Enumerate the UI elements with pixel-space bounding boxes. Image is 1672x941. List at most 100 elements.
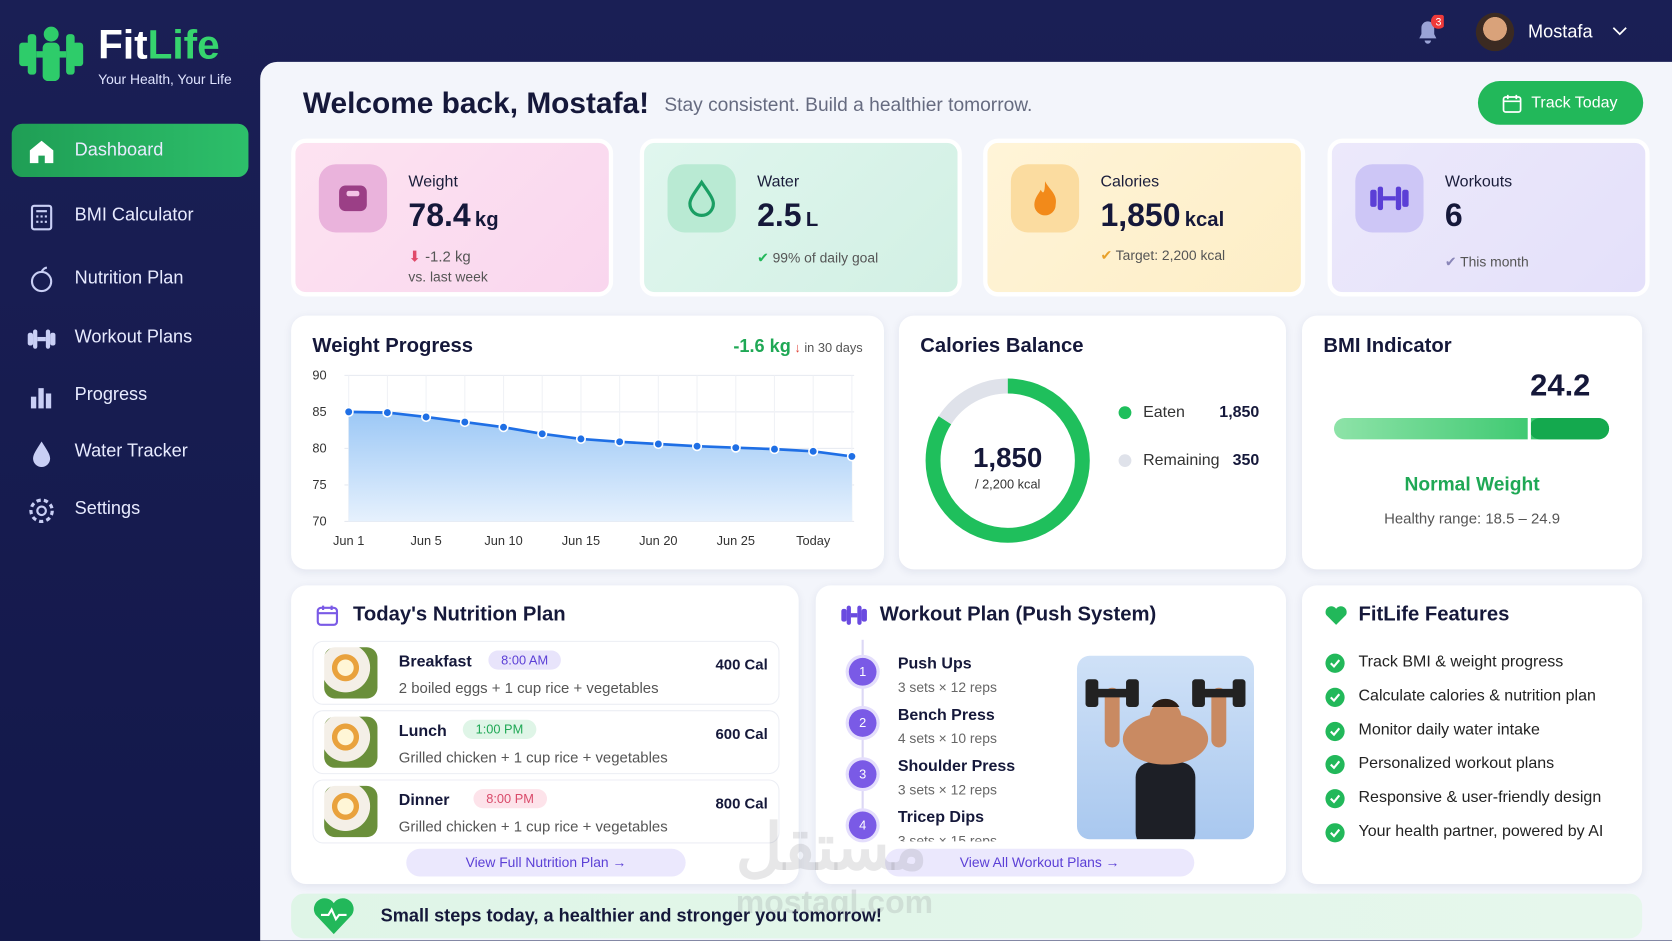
v: 78.4 <box>408 198 471 234</box>
meal-row: Lunch 1:00 PM Grilled chicken + 1 cup rice… <box>312 710 780 775</box>
step: 4 <box>848 811 877 840</box>
step: 1 <box>848 657 877 686</box>
check <box>1325 721 1345 741</box>
heart-icon <box>1325 606 1347 625</box>
bmi-right <box>1529 418 1610 440</box>
bmi-status: Normal Weight <box>1404 473 1540 495</box>
chevron[interactable] <box>1612 26 1627 37</box>
point <box>537 428 548 439</box>
avatar[interactable] <box>1475 12 1515 52</box>
feature: Track BMI & weight progress <box>1358 652 1564 671</box>
y-tick-label: 90 <box>312 368 326 383</box>
meal-name: Dinner <box>398 791 450 810</box>
u: L <box>805 209 819 232</box>
nav-label[interactable]: Dashboard <box>74 139 164 160</box>
track-label[interactable]: Track Today <box>1531 93 1618 112</box>
nav-label[interactable]: BMI Calculator <box>74 204 194 225</box>
nav-label[interactable]: Nutrition Plan <box>74 267 184 288</box>
point <box>459 417 470 428</box>
track-button[interactable]: Track Today <box>1477 81 1644 125</box>
point <box>614 436 625 447</box>
meal-time: 1:00 PM <box>462 719 537 739</box>
meal-name: Breakfast <box>398 652 472 671</box>
stat-label: Weight <box>408 172 458 191</box>
meal-name: Lunch <box>398 721 447 741</box>
n: -1.2 kg <box>425 247 471 265</box>
x-tick-label: Jun 25 <box>717 533 755 548</box>
legend-name: Eaten <box>1143 403 1185 422</box>
point <box>653 438 664 450</box>
stat-value: 6 <box>1444 198 1463 234</box>
meal-cal: 600 Cal <box>715 725 768 743</box>
nav-item[interactable]: Nutrition Plan <box>12 252 249 305</box>
welcome: Welcome back, Mostafa! <box>302 86 650 120</box>
n: Target: 2,200 kcal <box>1115 247 1226 264</box>
brand-b: Life <box>147 23 220 69</box>
user-name[interactable]: Mostafa <box>1528 21 1593 42</box>
food-image <box>324 785 378 838</box>
tagline: Your Health, Your Life <box>98 71 232 88</box>
nav-item[interactable]: Settings <box>12 482 249 535</box>
point <box>769 444 780 455</box>
nav-label[interactable]: Water Tracker <box>74 440 188 461</box>
legend-dot <box>1118 406 1132 420</box>
exercise-name: Shoulder Press <box>897 757 1016 776</box>
feature: Monitor daily water intake <box>1358 720 1540 739</box>
feature: Responsive & user-friendly design <box>1358 788 1602 807</box>
u: kg <box>474 209 499 232</box>
n2: vs. last week <box>408 268 488 285</box>
period: in 30 days <box>804 340 863 356</box>
stat-workouts: Workouts 6 ✔ This month <box>1327 138 1650 297</box>
point <box>421 411 432 423</box>
y-tick-label: 85 <box>312 404 326 419</box>
feature: Your health partner, powered by AI <box>1358 822 1604 841</box>
nav-item[interactable]: Water Tracker <box>12 424 249 477</box>
nav-label[interactable]: Workout Plans <box>74 326 193 347</box>
card-title: Workout Plan (Push System) <box>879 603 1157 626</box>
x-tick-label: Today <box>796 533 831 548</box>
watermark-latin: mostaql.com <box>735 885 934 921</box>
bmi-marker <box>1527 411 1531 444</box>
nav-item[interactable]: Progress <box>12 368 249 421</box>
meal-cal: 800 Cal <box>715 794 768 812</box>
stat-value: 2.5 L <box>757 198 818 234</box>
nav-label[interactable]: Progress <box>74 383 148 405</box>
exercise-detail: 3 sets × 12 reps <box>897 781 997 798</box>
x-tick-label: Jun 15 <box>562 533 600 548</box>
stat-weight: Weight 78.4 kg ⬇ -1.2 kg vs. last week <box>291 138 614 297</box>
dumbbell-icon <box>841 605 867 625</box>
nutrition-button[interactable]: View Full Nutrition Plan → <box>406 848 686 877</box>
nav-item[interactable]: BMI Calculator <box>12 189 249 242</box>
footer-text: Small steps today, a healthier and stron… <box>380 905 882 926</box>
bell[interactable]: 3 <box>1412 14 1444 47</box>
x-tick-label: Jun 5 <box>410 533 441 548</box>
footer-heart <box>313 898 354 935</box>
y-tick-label: 70 <box>312 514 326 529</box>
n: 99% of daily goal <box>772 249 879 266</box>
meal-time: 8:00 PM <box>473 789 547 809</box>
meal-time: 8:00 AM <box>488 650 561 670</box>
bmi-range: Healthy range: 18.5 – 24.9 <box>1384 509 1561 527</box>
nav-item[interactable]: Workout Plans <box>12 310 249 363</box>
nav-label[interactable]: Settings <box>74 497 141 519</box>
point <box>730 442 741 453</box>
point <box>343 406 354 417</box>
meal-row: Dinner 8:00 PM Grilled chicken + 1 cup ric… <box>312 779 780 844</box>
nav-item[interactable]: Dashboard <box>11 123 249 178</box>
meal-desc: Grilled chicken + 1 cup rice + vegetable… <box>398 817 668 835</box>
workout-image <box>1076 655 1255 840</box>
weight-chart: 70 75 80 85 90 Jun 1 Jun 5 Jun 10 Jun 15 Jun 20 Ju… <box>312 368 857 548</box>
point <box>575 433 587 444</box>
stat-calories: Calories 1,850 kcal ✔ Target: 2,200 kcal <box>983 138 1306 297</box>
line <box>348 410 853 458</box>
meal-row: Breakfast 8:00 AM 2 boiled eggs + 1 cup ri… <box>312 640 780 705</box>
center-sub: / 2,200 kcal <box>974 476 1041 492</box>
feature: Personalized workout plans <box>1358 754 1555 773</box>
brand: FitLife <box>98 23 220 69</box>
timeline <box>861 639 864 838</box>
cal-icon <box>316 605 339 626</box>
check <box>1325 653 1345 673</box>
workout-button[interactable]: View All Workout Plans → <box>885 848 1195 877</box>
card-title: Weight Progress <box>312 334 474 358</box>
